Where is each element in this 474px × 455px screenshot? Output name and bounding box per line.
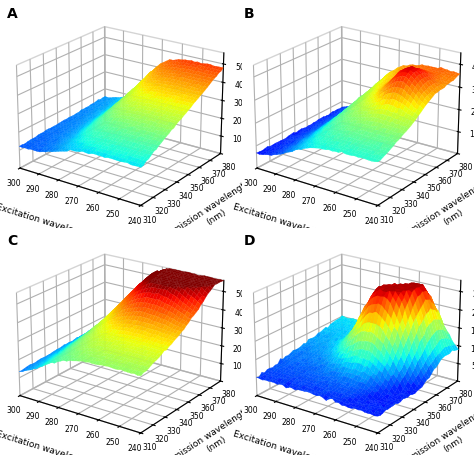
Y-axis label: Emission wavelength
(nm): Emission wavelength (nm)	[168, 178, 259, 247]
Text: B: B	[244, 7, 255, 21]
X-axis label: Excitation wavelength (nm): Excitation wavelength (nm)	[0, 430, 118, 455]
Y-axis label: Emission wavelength
(nm): Emission wavelength (nm)	[405, 405, 474, 455]
Text: C: C	[7, 234, 17, 248]
X-axis label: Excitation wavelength (nm): Excitation wavelength (nm)	[0, 202, 118, 248]
X-axis label: Excitation wavelength (nm): Excitation wavelength (nm)	[232, 202, 355, 248]
Text: D: D	[244, 234, 255, 248]
Y-axis label: Emission wavelength
(nm): Emission wavelength (nm)	[168, 405, 259, 455]
Y-axis label: Emission wavelength
(nm): Emission wavelength (nm)	[405, 178, 474, 247]
X-axis label: Excitation wavelength (nm): Excitation wavelength (nm)	[232, 430, 355, 455]
Text: A: A	[7, 7, 18, 21]
